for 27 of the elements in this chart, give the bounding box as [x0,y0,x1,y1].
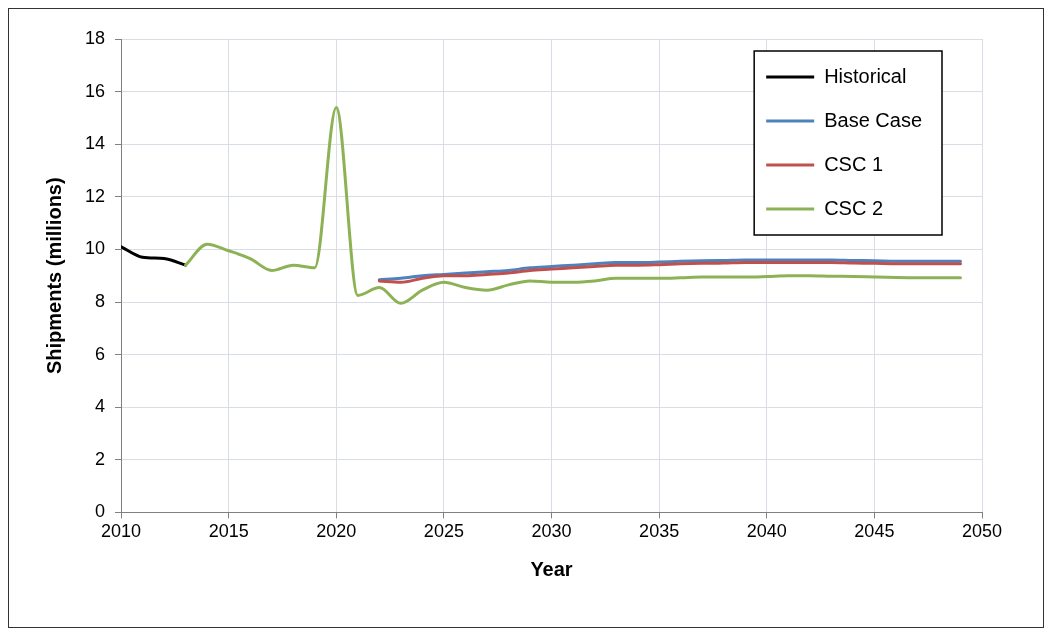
x-tick-label: 2035 [639,521,680,542]
legend-label: Historical [824,64,907,87]
y-tick-label: 8 [95,290,106,311]
line-series [184,105,962,305]
x-tick-label: 2015 [208,521,249,542]
y-tick-label: 4 [95,396,106,417]
y-tick-label: 0 [95,501,106,522]
legend-label: CSC 1 [824,152,884,175]
y-tick-label: 12 [84,185,106,206]
legend-label: CSC 2 [824,196,884,219]
x-axis-title: Year [530,557,573,580]
legend-label: Base Case [824,108,923,131]
line-series [121,245,188,267]
x-tick-label: 2010 [101,521,142,542]
y-tick-label: 16 [84,80,106,101]
y-tick-label: 6 [95,343,106,364]
x-tick-label: 2050 [961,521,1003,542]
y-axis-title: Shipments (millions) [42,177,65,375]
y-tick-label: 2 [95,448,106,469]
y-tick-label: 14 [84,133,106,154]
y-tick-label: 18 [84,27,106,48]
x-tick-label: 2040 [746,521,787,542]
x-tick-label: 2020 [316,521,357,542]
x-tick-label: 2025 [423,521,464,542]
x-tick-label: 2045 [854,521,895,542]
y-tick-label: 10 [84,238,106,259]
x-tick-label: 2030 [531,521,572,542]
